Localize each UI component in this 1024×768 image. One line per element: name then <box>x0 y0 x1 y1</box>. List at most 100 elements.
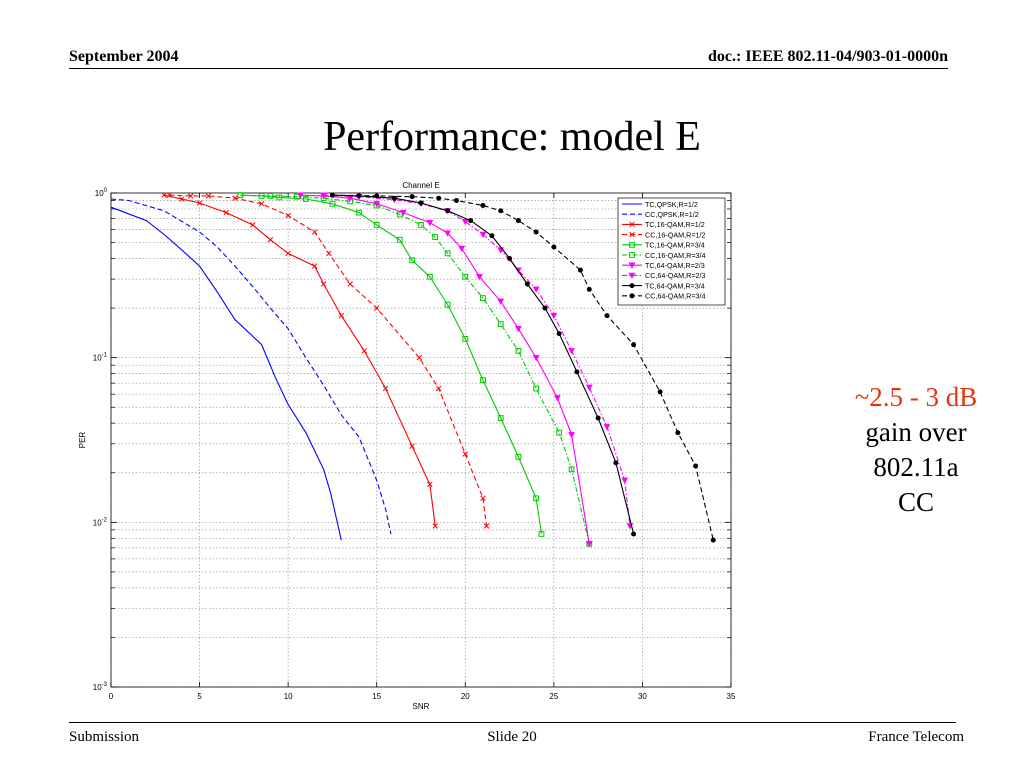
data-point <box>399 209 407 217</box>
series-3 <box>166 192 490 529</box>
data-point <box>507 256 513 262</box>
data-point <box>285 212 291 219</box>
data-point <box>710 537 716 543</box>
tick-label-x: 0 <box>109 692 114 701</box>
data-point <box>166 192 173 198</box>
series-0 <box>110 206 342 541</box>
data-point <box>542 305 548 311</box>
data-point <box>631 531 637 537</box>
data-point <box>409 257 416 264</box>
data-point <box>498 208 504 214</box>
data-point <box>551 244 557 250</box>
series-line <box>110 206 342 541</box>
data-point <box>338 312 345 319</box>
tick-label-y: 10-3 <box>93 682 108 692</box>
data-point <box>179 196 185 202</box>
x-axis-label: SNR <box>413 702 430 711</box>
data-point <box>444 250 451 257</box>
data-point <box>232 195 238 201</box>
data-point <box>613 460 619 466</box>
data-point <box>568 348 575 355</box>
data-point <box>675 430 681 436</box>
series-line <box>323 194 631 527</box>
legend-box <box>617 197 726 306</box>
data-point <box>285 250 291 257</box>
data-point <box>361 348 368 354</box>
side-note-line3: 802.11a <box>873 452 959 482</box>
data-point <box>187 193 194 199</box>
data-point <box>382 385 389 392</box>
data-point <box>462 273 469 280</box>
series-1 <box>110 198 392 535</box>
footer-left: Submission <box>69 729 140 745</box>
slide-title: Performance: model E <box>323 114 701 160</box>
data-point <box>409 443 415 449</box>
data-point <box>631 342 637 348</box>
data-point <box>629 283 635 289</box>
y-axis-label: PER <box>78 432 87 449</box>
data-point <box>515 325 522 333</box>
chart-area: 0 5 10 15 20 25 30 35 100 10-1 10-2 10-3 Channel E SN… <box>78 181 736 711</box>
data-point <box>629 241 635 248</box>
tick-label-y: 10-2 <box>93 517 108 527</box>
header-rule <box>69 68 948 69</box>
data-point <box>556 331 562 337</box>
data-point <box>515 218 521 224</box>
data-point <box>585 384 593 391</box>
data-point <box>320 281 327 287</box>
slide-number: Slide 20 <box>487 729 537 745</box>
data-point <box>468 218 474 224</box>
data-point <box>396 236 403 243</box>
data-point <box>267 193 274 199</box>
data-point <box>657 389 663 395</box>
data-point <box>196 200 203 206</box>
data-point <box>356 209 362 216</box>
data-point <box>329 192 335 198</box>
legend-entry: TC,64-QAM,R=3/4 <box>645 281 705 290</box>
data-point <box>453 198 459 204</box>
data-point <box>409 194 415 200</box>
data-point <box>585 541 593 548</box>
data-point <box>444 301 451 308</box>
data-point <box>374 193 380 199</box>
series-2 <box>161 192 438 529</box>
data-point <box>426 220 434 227</box>
data-point <box>480 202 486 208</box>
legend-entry: CC,16-QAM,R=1/2 <box>645 230 706 239</box>
data-point <box>604 313 610 319</box>
legend-entry: CC,64-QAM,R=2/3 <box>645 271 706 280</box>
tick-label-x: 5 <box>197 692 202 701</box>
footer-company: France Telecom <box>868 729 964 745</box>
data-point <box>444 230 451 237</box>
data-point <box>480 495 486 502</box>
data-point <box>311 229 318 235</box>
data-point <box>462 451 469 457</box>
data-point <box>329 200 336 207</box>
data-point <box>373 305 380 311</box>
data-point <box>532 286 540 293</box>
data-point <box>515 453 522 460</box>
tick-label-y: 100 <box>95 188 108 198</box>
legend-entry: TC,QPSK,R=1/2 <box>645 200 698 209</box>
series-line <box>110 198 392 535</box>
data-point <box>693 463 699 469</box>
data-point <box>621 477 629 484</box>
data-point <box>297 192 304 199</box>
series-9 <box>329 192 716 543</box>
tick-label-x: 10 <box>284 692 293 701</box>
tick-label-x: 25 <box>549 692 558 701</box>
legend: TC,QPSK,R=1/2CC,QPSK,R=1/2TC,16-QAM,R=1/… <box>617 197 726 306</box>
tick-label-x: 30 <box>638 692 647 701</box>
data-point <box>373 201 381 208</box>
data-point <box>629 252 635 258</box>
data-point <box>462 336 469 342</box>
series-4 <box>237 192 545 537</box>
data-point <box>538 531 545 537</box>
series-5 <box>237 192 593 547</box>
data-point <box>556 429 563 436</box>
data-point <box>458 245 466 253</box>
legend-entry: CC,64-QAM,R=3/4 <box>645 292 706 301</box>
data-point <box>445 208 451 214</box>
data-point <box>629 293 635 299</box>
